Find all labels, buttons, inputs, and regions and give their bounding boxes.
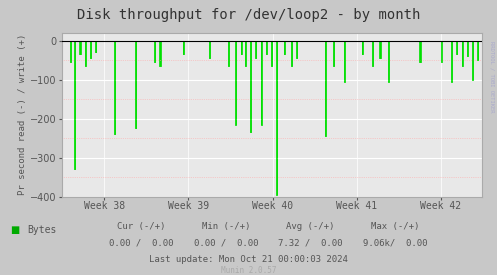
Text: Cur (-/+): Cur (-/+) — [117, 222, 166, 231]
Text: ■: ■ — [10, 225, 19, 235]
Text: 7.32 /  0.00: 7.32 / 0.00 — [278, 239, 343, 248]
Text: Munin 2.0.57: Munin 2.0.57 — [221, 266, 276, 275]
Text: Max (-/+): Max (-/+) — [371, 222, 419, 231]
Text: Last update: Mon Oct 21 00:00:03 2024: Last update: Mon Oct 21 00:00:03 2024 — [149, 255, 348, 263]
Text: 9.06k/  0.00: 9.06k/ 0.00 — [363, 239, 427, 248]
Text: Min (-/+): Min (-/+) — [202, 222, 250, 231]
Text: Disk throughput for /dev/loop2 - by month: Disk throughput for /dev/loop2 - by mont… — [77, 8, 420, 22]
Y-axis label: Pr second read (-) / write (+): Pr second read (-) / write (+) — [18, 34, 27, 196]
Text: Avg (-/+): Avg (-/+) — [286, 222, 335, 231]
Text: Bytes: Bytes — [27, 225, 57, 235]
Text: 0.00 /  0.00: 0.00 / 0.00 — [194, 239, 258, 248]
Text: 0.00 /  0.00: 0.00 / 0.00 — [109, 239, 174, 248]
Text: RRDTOOL / TOBI OETIKER: RRDTOOL / TOBI OETIKER — [490, 41, 495, 113]
